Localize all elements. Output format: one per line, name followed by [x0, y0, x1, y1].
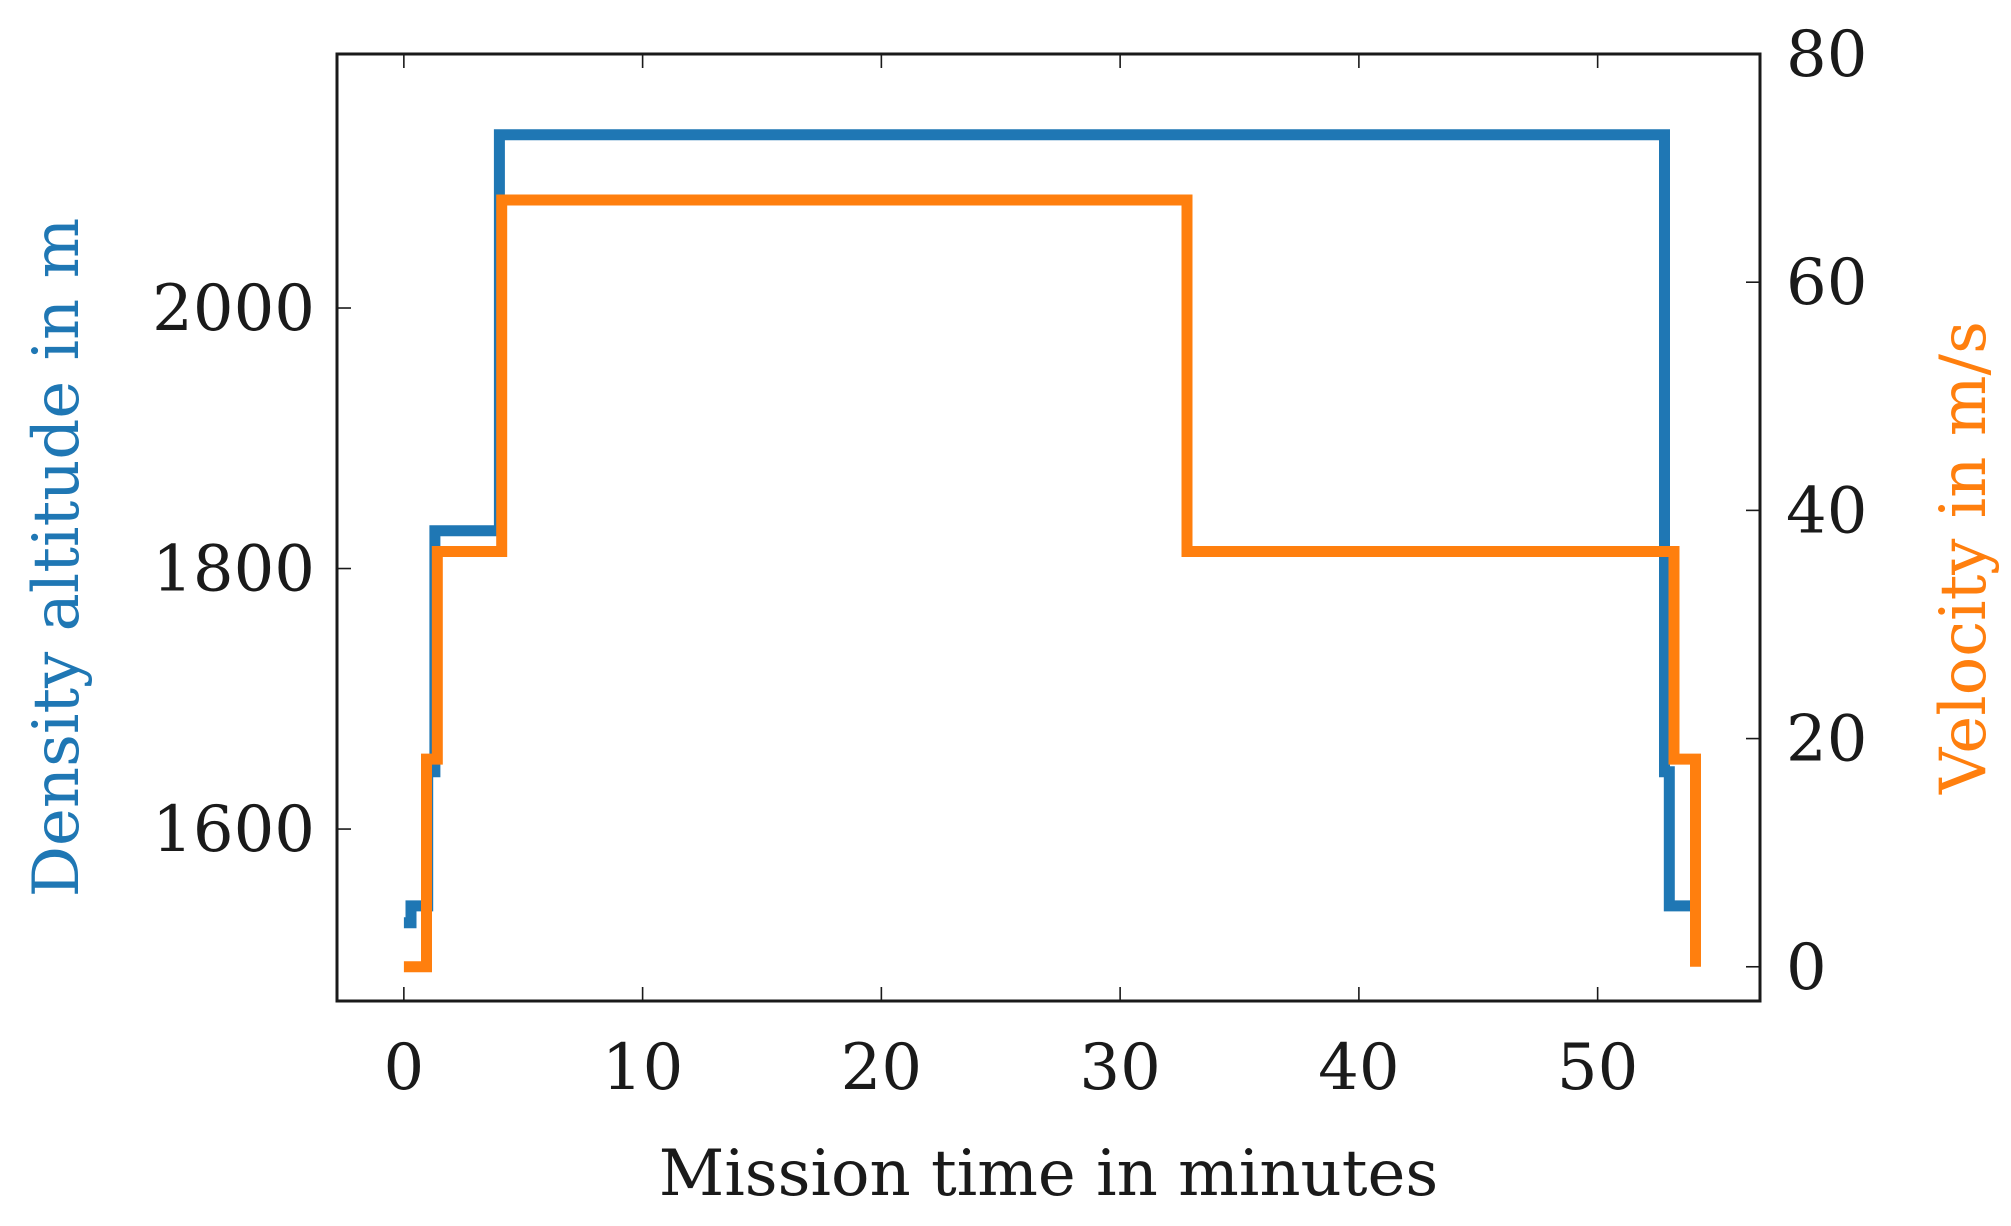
x-tick-label: 40 [1318, 1031, 1399, 1105]
right-y-tick-label: 20 [1786, 703, 1867, 777]
density-altitude-series-line [403, 129, 1701, 929]
left-y-tick-label: 1600 [152, 793, 315, 867]
left-y-tick-label: 2000 [152, 272, 315, 346]
x-tick-label: 10 [602, 1031, 683, 1105]
right-y-tick-label: 80 [1786, 18, 1867, 92]
x-tick-label: 30 [1079, 1031, 1160, 1105]
right-y-axis-title: Velocity in m/s [1927, 321, 2001, 795]
right-y-tick-label: 60 [1786, 246, 1867, 320]
velocity-series-line [403, 194, 1701, 973]
x-axis-title: Mission time in minutes [659, 1137, 1438, 1211]
x-tick-label: 50 [1557, 1031, 1638, 1105]
x-tick-label: 20 [841, 1031, 922, 1105]
x-tick-label: 0 [383, 1031, 424, 1105]
x-axis-ticks: 0 10 20 30 40 50 [383, 54, 1638, 1105]
left-y-tick-label: 1800 [152, 533, 315, 607]
right-y-axis-ticks: 0 20 40 60 80 [1746, 18, 1867, 1005]
right-y-tick-label: 40 [1786, 474, 1867, 548]
right-y-tick-label: 0 [1786, 931, 1827, 1005]
series-layer [403, 129, 1701, 973]
left-y-axis-title: Density altitude in m [20, 218, 94, 898]
plot-frame [335, 52, 1762, 1003]
left-y-axis-ticks: 1600 1800 2000 [152, 272, 351, 867]
